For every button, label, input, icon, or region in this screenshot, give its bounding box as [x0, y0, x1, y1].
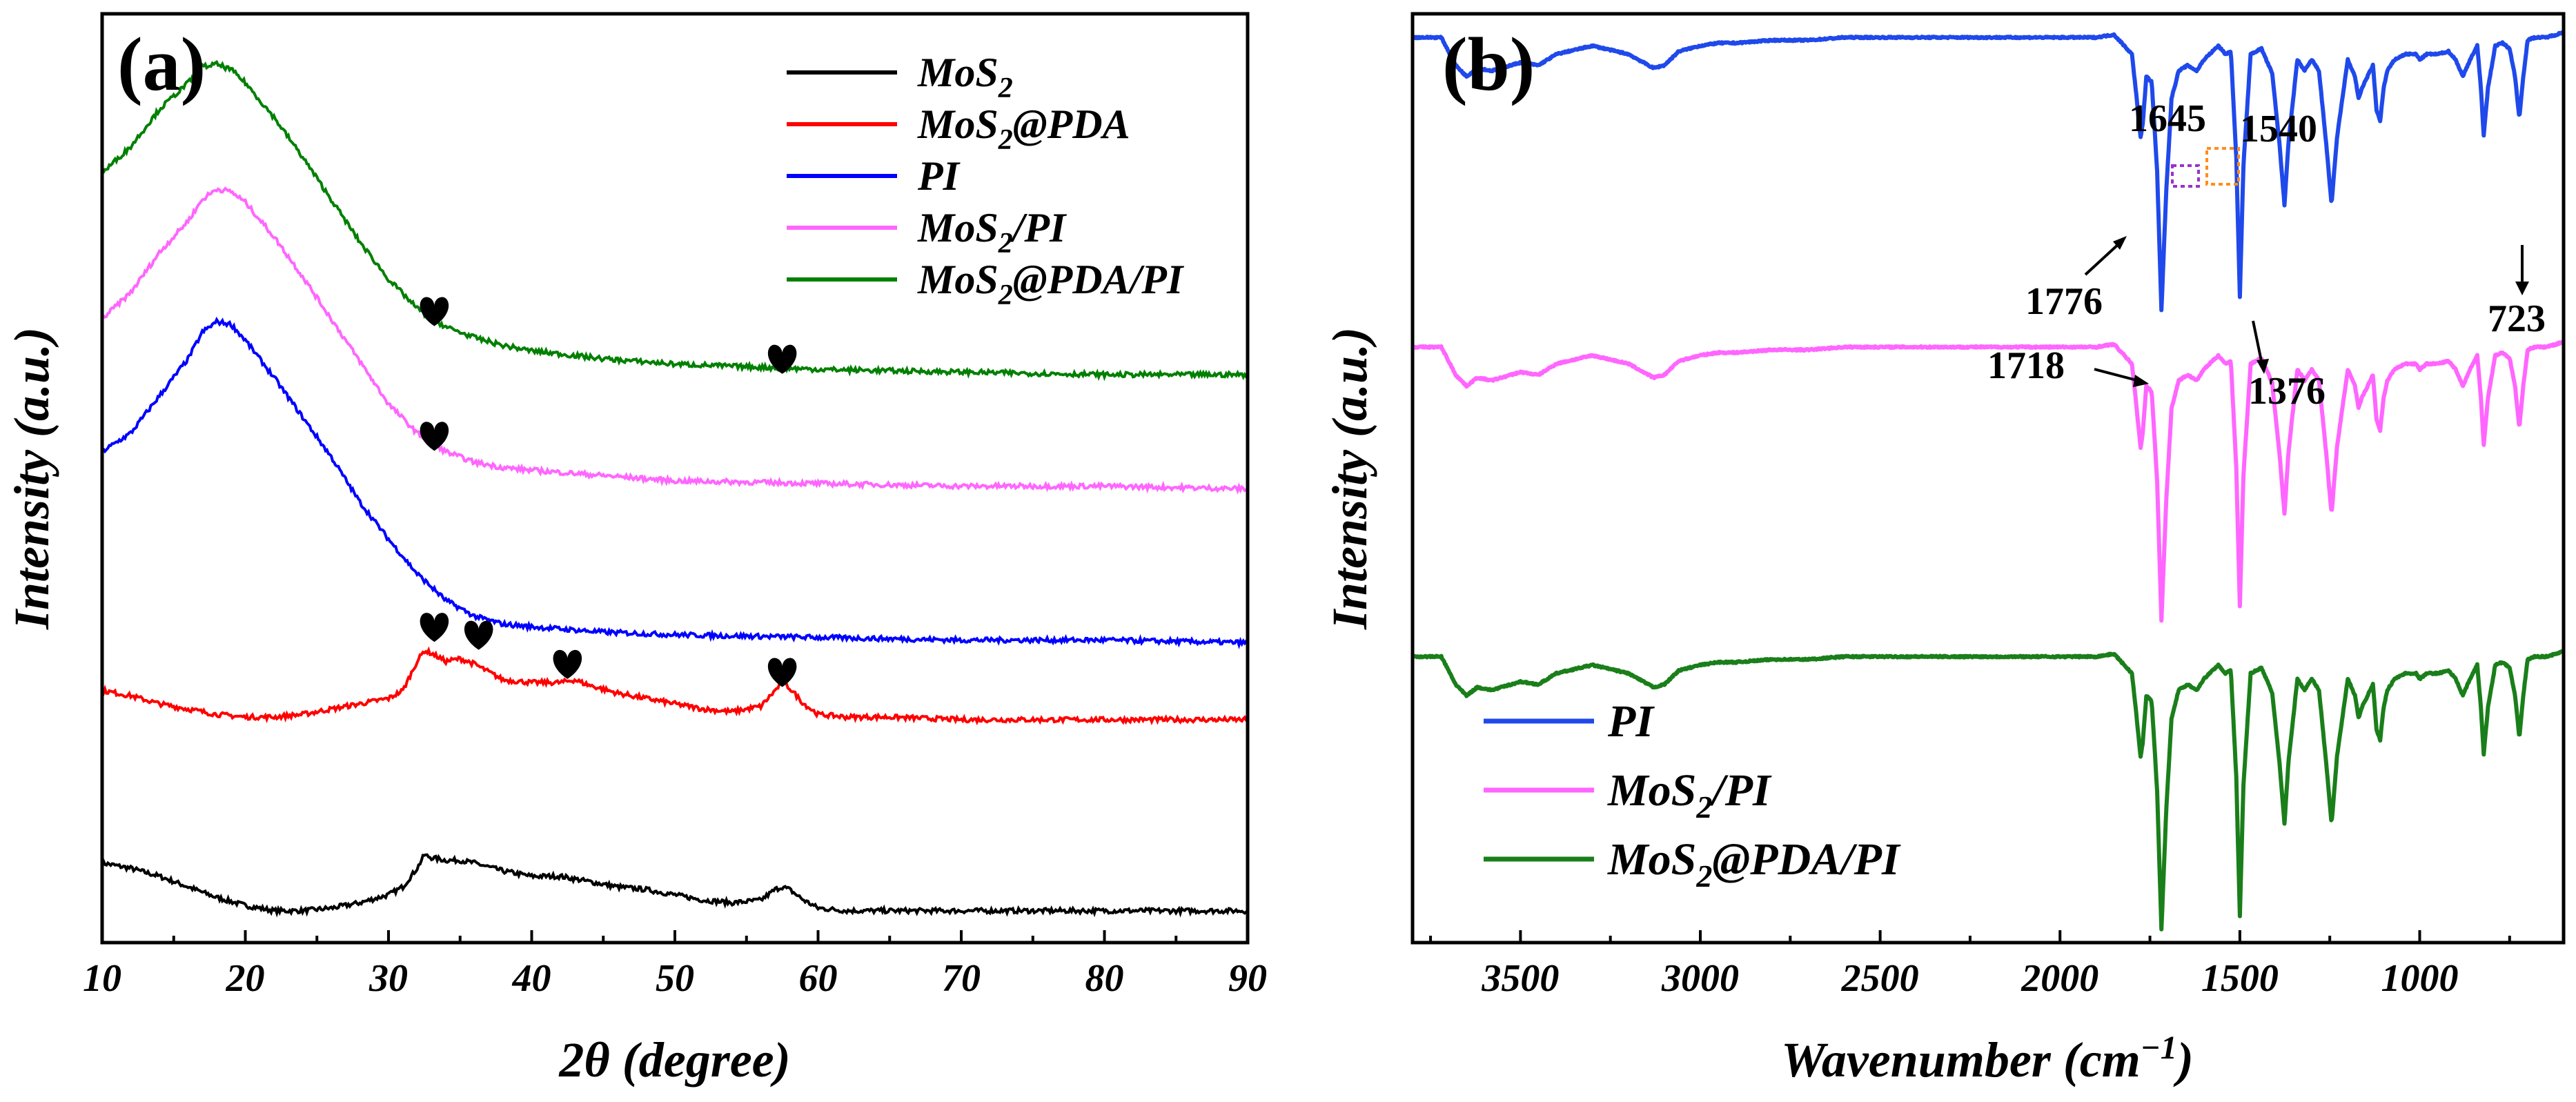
- series-line-mos2-pda-pi: [101, 59, 1249, 382]
- legend-entry: MoS2/PI: [787, 205, 1068, 259]
- panel-a-x-ticks: 10 20 30 40 50 60 70 80 90: [83, 930, 1267, 1000]
- panel-a-frame: [100, 12, 1250, 945]
- panel-a: 10 20 30 40 50 60 70 80 90 (a) MoS2MoS2@PDAPIMoS…: [4, 12, 1267, 1088]
- x-tick-label: 30: [368, 957, 408, 1000]
- x-tick-label: 1000: [2381, 957, 2459, 1000]
- panel-b-x-axis-label-sup: −1: [2141, 1030, 2177, 1066]
- legend-label: MoS2: [917, 50, 1013, 104]
- panel-b-annotations: 1645 1540 1776 1718 1376 723: [1987, 97, 2546, 413]
- x-tick-label: 10: [83, 957, 121, 1000]
- x-tick-label: 1500: [2201, 957, 2279, 1000]
- annotation-arrowhead-723: [2515, 282, 2529, 295]
- heart-marker-icon: [553, 649, 582, 680]
- legend-entry: MoS2@PDA/PI: [1484, 834, 1901, 894]
- legend-entry: MoS2@PDA: [787, 101, 1130, 156]
- heart-marker-icon: [420, 613, 449, 642]
- x-tick-label: 70: [942, 957, 981, 1000]
- x-tick-label: 60: [799, 957, 838, 1000]
- series-line-mos2-pi: [101, 186, 1248, 495]
- x-tick-label: 90: [1228, 957, 1267, 1000]
- annotation-arrow-1718: [2094, 368, 2140, 382]
- x-tick-label: 2500: [1841, 957, 1919, 1000]
- legend-label: MoS2@PDA: [917, 101, 1130, 156]
- panel-a-y-axis-label: Intensity (a.u.): [4, 327, 59, 630]
- series-line-pi: [101, 316, 1248, 650]
- series-line-mos2: [101, 853, 1249, 918]
- annotation-arrow-1776: [2084, 242, 2121, 276]
- legend-label: MoS2@PDA/PI: [917, 257, 1185, 311]
- heart-marker-icon: [464, 620, 493, 650]
- heart-marker-icon: [420, 297, 449, 326]
- annotation-1718: 1718: [1987, 344, 2065, 387]
- legend-label: MoS2/PI: [1607, 765, 1772, 825]
- x-tick-label: 50: [656, 957, 694, 1000]
- panel-a-series: [101, 59, 1249, 918]
- panel-b-series: [1410, 30, 2566, 932]
- panel-b-label: (b): [1442, 22, 1535, 106]
- legend-label: PI: [917, 153, 961, 199]
- legend-entry: MoS2: [787, 50, 1013, 104]
- series-line-mos2-pi: [1410, 340, 2565, 623]
- x-tick-label: 20: [226, 957, 265, 1000]
- annotation-1540: 1540: [2240, 108, 2317, 150]
- series-line-mos2-pda: [101, 646, 1248, 726]
- panel-a-x-axis-label-prefix: 2: [558, 1032, 584, 1088]
- panel-a-peak-markers: [420, 297, 797, 687]
- legend-entry: PI: [787, 153, 961, 199]
- annotation-1645: 1645: [2129, 97, 2206, 140]
- panel-a-label: (a): [117, 22, 206, 106]
- panel-a-x-axis-label: 2θ (degree): [558, 1032, 790, 1088]
- annotation-arrow-1376: [2252, 320, 2263, 365]
- legend-entry: PI: [1484, 696, 1655, 747]
- panel-b-x-ticks: 3500 3000 2500 2000 1500 1000: [1429, 930, 2511, 1000]
- heart-marker-icon: [420, 422, 449, 451]
- panel-b-frame: [1410, 12, 2566, 945]
- panel-b-y-axis-label: Intensity (a.u.): [1322, 327, 1377, 630]
- annotation-arrowhead-1776: [2113, 236, 2127, 250]
- series-line-mos2-pda-pi: [1410, 649, 2565, 932]
- legend-entry: MoS2@PDA/PI: [787, 257, 1185, 311]
- panel-a-x-axis-label-theta: θ: [584, 1032, 609, 1088]
- annotation-arrowhead-1718: [2133, 375, 2149, 387]
- x-tick-label: 40: [512, 957, 551, 1000]
- annotation-1776: 1776: [2025, 280, 2103, 323]
- legend-label: MoS2@PDA/PI: [1607, 834, 1901, 894]
- x-tick-label: 2000: [2021, 957, 2098, 1000]
- heart-marker-icon: [767, 658, 797, 687]
- annotation-box-1540: [2205, 147, 2240, 186]
- legend-entry: MoS2/PI: [1484, 765, 1772, 825]
- series-line-pi: [1410, 30, 2566, 313]
- x-tick-label: 3000: [1661, 957, 1739, 1000]
- annotation-1376: 1376: [2248, 370, 2326, 413]
- annotation-arrowhead-1376: [2257, 359, 2269, 374]
- panel-b-x-axis-label: Wavenumber (cm−1): [1781, 1030, 2194, 1088]
- heart-marker-icon: [767, 344, 797, 374]
- x-tick-label: 3500: [1481, 957, 1559, 1000]
- legend-label: MoS2/PI: [917, 205, 1068, 259]
- panel-b-legend: PI MoS2/PI MoS2@PDA/PI: [1484, 696, 1901, 894]
- annotation-box-1645: [2171, 164, 2200, 188]
- panel-b-x-axis-label-main: Wavenumber (cm: [1781, 1032, 2141, 1088]
- annotation-723: 723: [2488, 297, 2546, 340]
- x-tick-label: 80: [1085, 957, 1124, 1000]
- legend-label: PI: [1607, 696, 1655, 747]
- panel-a-x-axis-label-suffix: (degree): [610, 1032, 791, 1088]
